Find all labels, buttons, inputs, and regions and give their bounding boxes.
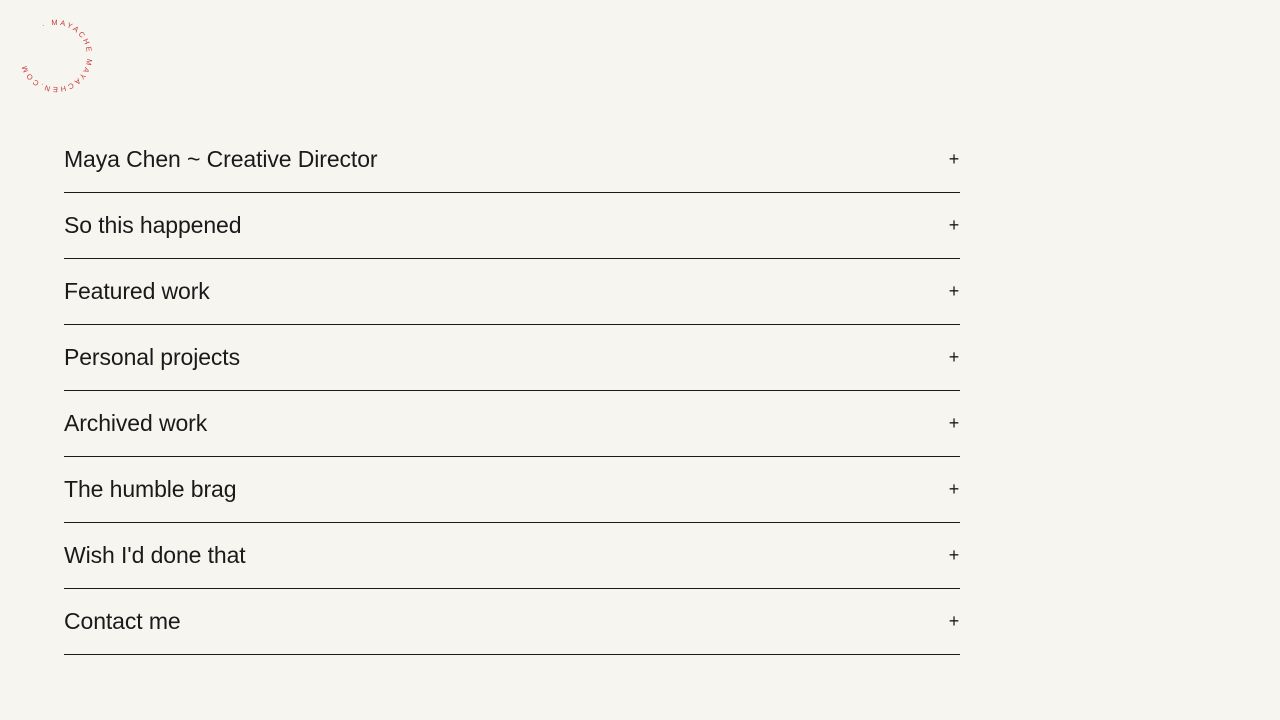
accordion-item[interactable]: Maya Chen ~ Creative Director + [64, 127, 960, 193]
svg-text:· MAYACHE MAYACHEN.COM: · MAYACHE MAYACHEN.COM [19, 18, 94, 94]
logo-text: · MAYACHE MAYACHEN.COM [19, 18, 92, 94]
plus-icon[interactable]: + [948, 215, 960, 235]
accordion-item[interactable]: The humble brag + [64, 457, 960, 523]
accordion-item-label: The humble brag [64, 476, 237, 502]
plus-icon[interactable]: + [948, 545, 960, 565]
accordion-item[interactable]: Featured work + [64, 259, 960, 325]
logo-circular-text[interactable]: · MAYACHE MAYACHEN.COM [16, 16, 96, 96]
accordion-item[interactable]: So this happened + [64, 193, 960, 259]
plus-icon[interactable]: + [948, 347, 960, 367]
accordion-item-label: Maya Chen ~ Creative Director [64, 146, 378, 172]
accordion-item[interactable]: Personal projects + [64, 325, 960, 391]
accordion-menu: Maya Chen ~ Creative Director + So this h… [64, 127, 960, 655]
accordion-item[interactable]: Archived work + [64, 391, 960, 457]
plus-icon[interactable]: + [948, 479, 960, 499]
accordion-item-label: Wish I'd done that [64, 542, 246, 568]
accordion-item-label: Archived work [64, 410, 208, 436]
plus-icon[interactable]: + [948, 413, 960, 433]
accordion-item[interactable]: Contact me + [64, 589, 960, 655]
accordion-item-label: So this happened [64, 212, 242, 238]
accordion-item-label: Contact me [64, 608, 181, 634]
plus-icon[interactable]: + [948, 611, 960, 631]
logo-icon: · MAYACHE MAYACHEN.COM [19, 18, 94, 94]
plus-icon[interactable]: + [948, 149, 960, 169]
accordion-item-label: Featured work [64, 278, 210, 304]
plus-icon[interactable]: + [948, 281, 960, 301]
accordion-item[interactable]: Wish I'd done that + [64, 523, 960, 589]
accordion-item-label: Personal projects [64, 344, 240, 370]
